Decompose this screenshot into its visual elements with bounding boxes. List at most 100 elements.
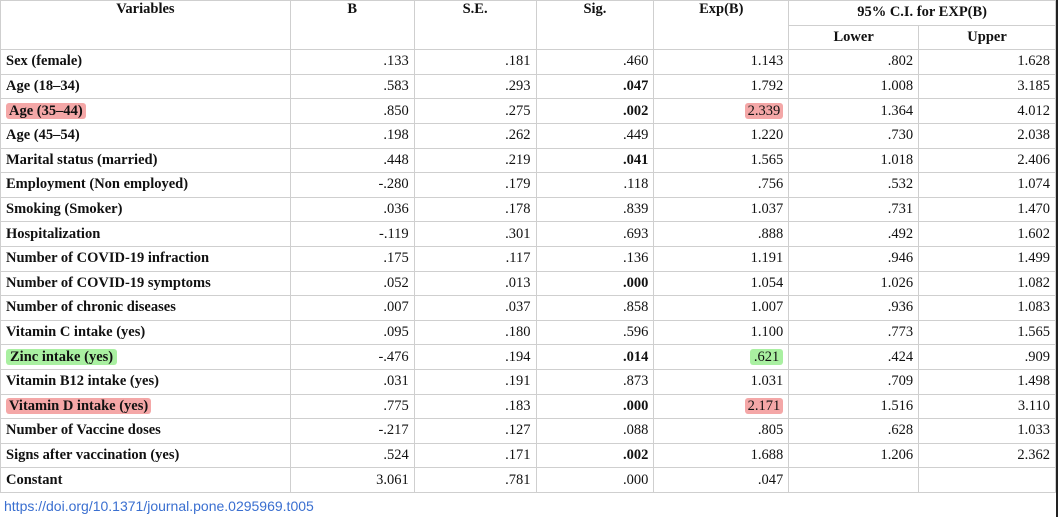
right-edge-divider (1056, 0, 1058, 517)
expb-value: 1.037 (750, 201, 784, 218)
variable-label: Vitamin C intake (yes) (6, 324, 146, 341)
variable-cell: Age (18–34) (0, 73, 291, 100)
sig-value: .858 (622, 299, 649, 316)
expb-value: 2.339 (744, 102, 784, 119)
expb-cell: 1.688 (653, 442, 790, 469)
doi-link[interactable]: https://doi.org/10.1371/journal.pone.029… (4, 498, 314, 514)
expb-cell: 1.565 (653, 147, 790, 174)
upper-cell: 1.565 (918, 319, 1056, 346)
expb-value: 1.191 (750, 250, 784, 267)
variable-label: Hospitalization (6, 225, 101, 242)
sig-value: .118 (623, 176, 649, 193)
header-b: B (289, 0, 415, 51)
sig-cell: .014 (535, 344, 655, 370)
upper-cell: 1.628 (918, 49, 1056, 75)
lower-cell: 1.206 (788, 442, 920, 469)
upper-value: 1.083 (1017, 299, 1050, 316)
variable-cell: Vitamin C intake (yes) (0, 319, 291, 346)
lower-cell: 1.516 (788, 393, 920, 420)
variable-label: Employment (Non employed) (6, 176, 189, 193)
b-cell: -.217 (289, 418, 415, 444)
se-value: .178 (505, 201, 531, 218)
sig-cell: .136 (535, 245, 655, 272)
lower-value: 1.026 (880, 274, 914, 291)
se-cell: .117 (413, 245, 537, 272)
se-value: .037 (505, 299, 531, 316)
sig-cell: .000 (535, 270, 655, 297)
se-value: .191 (505, 373, 531, 390)
b-cell: .524 (289, 442, 415, 469)
expb-value: 1.007 (750, 299, 784, 316)
se-cell: .181 (413, 49, 537, 75)
lower-cell: .628 (788, 418, 920, 444)
variable-label: Age (35–44) (6, 102, 86, 119)
table-row: Number of chronic diseases .007 .037 .858 1.… (0, 295, 1056, 321)
expb-cell: .805 (653, 418, 790, 444)
variable-label: Vitamin B12 intake (yes) (6, 373, 159, 390)
sig-value: .002 (622, 102, 649, 119)
upper-cell: 3.110 (918, 393, 1056, 420)
sig-value: .002 (622, 446, 649, 463)
expb-value: 2.171 (744, 397, 784, 414)
table-row: Employment (Non employed) -.280 .179 .118 .7… (0, 172, 1056, 198)
lower-cell: .936 (788, 295, 920, 321)
variable-label: Signs after vaccination (yes) (6, 446, 180, 463)
se-cell: .037 (413, 295, 537, 321)
se-cell: .194 (413, 344, 537, 370)
se-cell: .179 (413, 172, 537, 198)
lower-value: 1.516 (880, 397, 914, 414)
se-cell: .013 (413, 270, 537, 297)
variable-cell: Number of Vaccine doses (0, 418, 291, 444)
sig-value: .014 (622, 348, 649, 365)
sig-value: .000 (622, 274, 649, 291)
lower-value: .628 (887, 422, 914, 439)
upper-cell (918, 467, 1056, 493)
se-value: .219 (505, 151, 531, 168)
lower-cell: .709 (788, 368, 920, 395)
table-row: Signs after vaccination (yes) .524 .171 .00… (0, 442, 1056, 469)
b-value: .583 (383, 78, 409, 95)
upper-value: 2.406 (1017, 151, 1050, 168)
upper-value: 3.110 (1017, 397, 1050, 414)
sig-cell: .839 (535, 196, 655, 223)
sig-value: .000 (622, 397, 649, 414)
table-row: Sex (female) .133 .181 .460 1.143 .802 1.628 (0, 49, 1056, 75)
lower-value: 1.364 (880, 102, 914, 119)
variable-label: Number of Vaccine doses (6, 422, 161, 439)
se-cell: .183 (413, 393, 537, 420)
table-body: Sex (female) .133 .181 .460 1.143 .802 1.628 Ag… (0, 49, 1056, 493)
lower-value: .424 (887, 348, 914, 365)
upper-cell: 1.074 (918, 172, 1056, 198)
expb-value: .047 (757, 471, 784, 488)
b-cell: .036 (289, 196, 415, 223)
lower-value: .802 (887, 53, 914, 70)
variable-cell: Number of COVID-19 symptoms (0, 270, 291, 297)
se-value: .194 (505, 348, 531, 365)
upper-value: 2.362 (1017, 446, 1050, 463)
sig-cell: .088 (535, 418, 655, 444)
table-row: Vitamin B12 intake (yes) .031 .191 .873 1.03… (0, 368, 1056, 395)
b-cell: .448 (289, 147, 415, 174)
se-value: .301 (505, 225, 531, 242)
lower-value: .709 (887, 373, 914, 390)
upper-value: 1.628 (1017, 53, 1050, 70)
sig-cell: .002 (535, 442, 655, 469)
lower-value: .773 (887, 324, 914, 341)
lower-cell: .424 (788, 344, 920, 370)
variable-cell: Employment (Non employed) (0, 172, 291, 198)
upper-value: 1.470 (1017, 201, 1050, 218)
se-cell: .191 (413, 368, 537, 395)
sig-value: .136 (622, 250, 649, 267)
sig-cell: .000 (535, 393, 655, 420)
upper-cell: 1.499 (918, 245, 1056, 272)
table-row: Number of COVID-19 infraction .175 .117 .13… (0, 245, 1056, 272)
upper-cell: 1.602 (918, 221, 1056, 247)
header-row-2: Lower Upper (1, 24, 1056, 51)
table-row: Smoking (Smoker) .036 .178 .839 1.037 .731 1.4… (0, 196, 1056, 223)
sig-value: .088 (622, 422, 649, 439)
b-cell: .133 (289, 49, 415, 75)
expb-cell: .047 (653, 467, 790, 493)
b-value: .007 (383, 299, 409, 316)
lower-cell: .773 (788, 319, 920, 346)
b-value: -.280 (378, 176, 409, 193)
